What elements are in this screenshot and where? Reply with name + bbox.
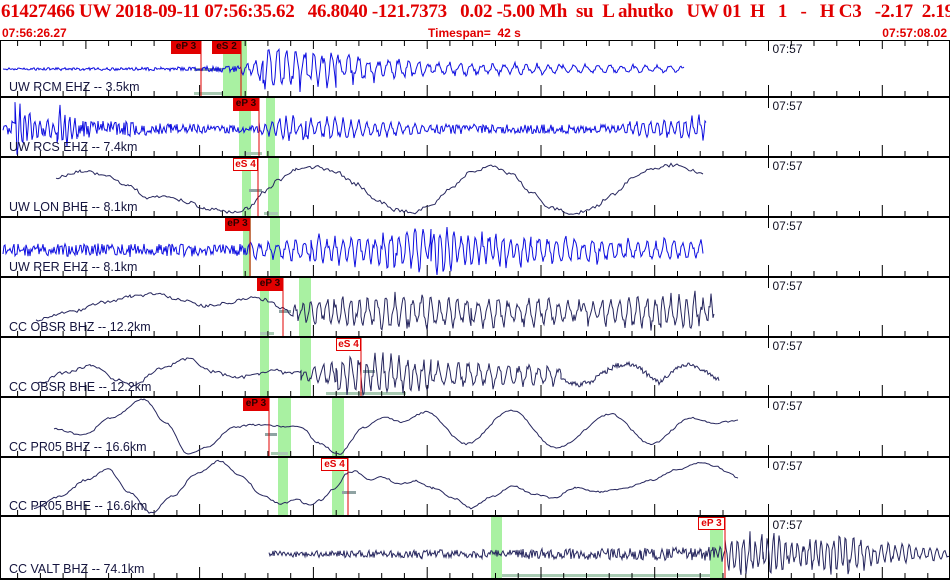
waveform-canvas[interactable]	[1, 398, 949, 456]
minute-label: 07:57	[772, 279, 803, 293]
window-start-time: 07:56:26.27	[2, 26, 67, 40]
phase-window-band	[243, 218, 251, 276]
waveform-canvas[interactable]	[1, 458, 949, 515]
phase-window-band	[491, 517, 502, 578]
station-label: UW RER EHZ -- 8.1km	[9, 260, 138, 274]
waveform-canvas[interactable]	[1, 218, 949, 276]
minute-label: 07:57	[772, 339, 803, 353]
trace-row-1: eP 3 eS 2 UW RCM EHZ -- 3.5km 07:57	[1, 40, 949, 96]
phase-window-band	[299, 278, 311, 336]
window-end-time: 07:57:08.02	[882, 26, 947, 40]
phase-window-band	[260, 338, 269, 396]
trace-row-8: eS 4 CC PR05 BHE -- 16.6km 07:57	[1, 456, 949, 515]
waveform-canvas[interactable]	[1, 338, 949, 396]
trace-row-6: eS 4 CC OBSR BHE -- 12.2km 07:57	[1, 336, 949, 396]
pick-flag[interactable]: eS 2	[212, 41, 241, 54]
amplitude-marker	[342, 491, 356, 494]
amplitude-marker	[265, 433, 277, 436]
timespan-label: Timespan= 42 s	[428, 26, 521, 40]
coda-bar	[502, 574, 710, 577]
station-label: CC PR05 BHZ -- 16.6km	[9, 440, 147, 454]
phase-window-band	[268, 158, 279, 216]
pick-flag[interactable]: eP 3	[225, 218, 250, 231]
minute-label: 07:57	[772, 159, 803, 173]
waveform-canvas[interactable]	[1, 98, 949, 156]
station-label: CC OBSR BHE -- 12.2km	[9, 380, 152, 394]
phase-window-band	[300, 338, 311, 396]
seismogram-trace[interactable]	[2, 227, 704, 276]
minute-label: 07:57	[772, 518, 803, 532]
station-label: CC VALT BHZ -- 74.1km	[9, 562, 145, 576]
waveform-canvas[interactable]	[1, 517, 949, 578]
minute-label: 07:57	[772, 99, 803, 113]
amplitude-marker	[249, 189, 262, 192]
seismogram-trace[interactable]	[268, 531, 949, 575]
seismogram-trace[interactable]	[55, 162, 704, 215]
station-label: UW LON BHE -- 8.1km	[9, 200, 138, 214]
trace-row-7: eP 3 CC PR05 BHZ -- 16.6km 07:57	[1, 396, 949, 456]
seismogram-trace[interactable]	[2, 102, 707, 155]
station-label: UW RCM EHZ -- 3.5km	[9, 80, 140, 94]
coda-bar	[194, 92, 223, 95]
seismogram-trace[interactable]	[37, 352, 720, 396]
pick-flag[interactable]: eS 4	[321, 458, 348, 471]
pick-flag[interactable]: eS 4	[336, 338, 361, 351]
seismogram-trace[interactable]	[53, 398, 739, 455]
station-label: CC PR05 BHE -- 16.6km	[9, 499, 148, 513]
trace-row-9: eP 3 CC VALT BHZ -- 74.1km 07:57	[1, 515, 949, 580]
minute-label: 07:57	[772, 399, 803, 413]
event-header: 61427466 UW 2018-09-11 07:56:35.62 46.80…	[1, 1, 950, 22]
pick-flag[interactable]: eP 3	[171, 41, 201, 54]
phase-window-band	[332, 398, 344, 456]
station-label: UW RCS EHZ -- 7.4km	[9, 140, 138, 154]
phase-window-band	[260, 278, 269, 336]
coda-bar	[244, 152, 262, 155]
phase-window-band	[270, 218, 280, 276]
trace-row-4: eP 3 UW RER EHZ -- 8.1km 07:57	[1, 216, 949, 276]
coda-bar	[260, 332, 274, 335]
trace-row-5: eP 3 CC OBSR BHZ -- 12.2km 07:57	[1, 276, 949, 336]
trace-row-2: eP 3 UW RCS EHZ -- 7.4km 07:57	[1, 96, 949, 156]
coda-bar	[264, 212, 278, 215]
waveform-canvas[interactable]	[1, 41, 949, 96]
waveform-canvas[interactable]	[1, 158, 949, 216]
waveform-canvas[interactable]	[1, 278, 949, 336]
amplitude-marker	[279, 310, 291, 313]
seismogram-trace[interactable]	[2, 47, 685, 93]
minute-label: 07:57	[772, 219, 803, 233]
station-label: CC OBSR BHZ -- 12.2km	[9, 320, 151, 334]
trace-row-3: eS 4 UW LON BHE -- 8.1km 07:57	[1, 156, 949, 216]
pick-flag[interactable]: eP 3	[233, 98, 259, 111]
seismogram-trace[interactable]	[33, 459, 739, 514]
minute-label: 07:57	[772, 42, 803, 56]
amplitude-marker	[363, 370, 375, 373]
phase-window-band	[710, 517, 723, 578]
coda-bar	[326, 392, 406, 395]
trace-panel: eP 3 eS 2 UW RCM EHZ -- 3.5km 07:57 eP 3 UW R…	[0, 40, 950, 580]
coda-bar	[271, 452, 288, 455]
minute-label: 07:57	[772, 459, 803, 473]
seismogram-trace[interactable]	[35, 290, 715, 331]
pick-flag[interactable]: eP 3	[698, 517, 725, 530]
phase-window-band	[239, 98, 251, 156]
pick-flag[interactable]: eS 4	[233, 158, 258, 171]
phase-window-band	[278, 458, 288, 515]
phase-window-band	[242, 158, 251, 216]
pick-flag[interactable]: eP 3	[243, 398, 269, 411]
pick-flag[interactable]: eP 3	[257, 278, 283, 291]
